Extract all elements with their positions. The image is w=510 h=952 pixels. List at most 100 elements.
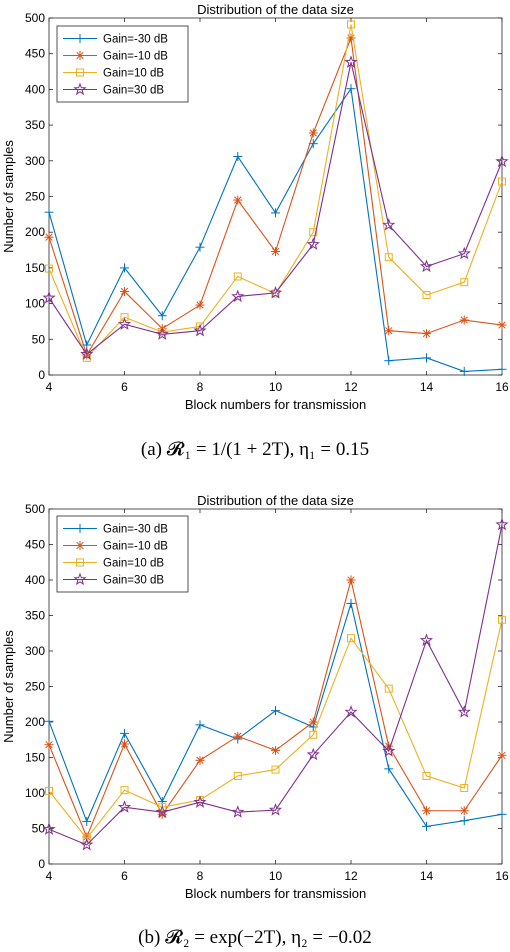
- data-point: [157, 311, 167, 321]
- series-1: [44, 84, 507, 376]
- legend: Gain=-30 dB Gain=-10 dB Gain=10 dB Gain=30 …: [56, 515, 189, 593]
- data-point: [459, 315, 469, 325]
- x-tick-label: 14: [420, 380, 434, 394]
- data-point: [384, 356, 394, 366]
- legend-entry: Gain=-10 dB: [103, 541, 168, 553]
- data-point: [457, 705, 471, 718]
- data-point: [422, 771, 431, 780]
- data-point: [155, 805, 169, 818]
- series-line: [48, 24, 503, 359]
- data-point: [195, 720, 205, 730]
- data-point: [347, 634, 355, 643]
- data-point: [495, 517, 509, 531]
- series-1: [44, 598, 507, 831]
- data-point: [82, 816, 92, 826]
- data-point: [457, 246, 471, 260]
- data-point: [120, 739, 129, 749]
- y-tick-label: 250: [25, 190, 45, 204]
- data-point: [384, 326, 394, 336]
- data-point: [308, 717, 318, 727]
- data-point: [459, 806, 469, 816]
- data-point: [231, 289, 245, 303]
- data-point: [42, 822, 56, 835]
- y-tick-label: 450: [25, 47, 45, 61]
- data-point: [117, 317, 132, 330]
- y-tick-label: 50: [32, 332, 46, 346]
- data-point: [306, 237, 320, 250]
- data-point: [120, 728, 129, 738]
- legend-marker: [73, 572, 87, 586]
- data-point: [309, 228, 318, 237]
- x-tick-label: 10: [269, 869, 283, 883]
- data-point: [382, 744, 396, 757]
- data-point: [344, 705, 358, 718]
- data-point: [233, 272, 242, 281]
- data-point: [384, 764, 394, 774]
- legend-marker: [75, 541, 85, 550]
- chart-title: Distribution of the data size: [197, 2, 354, 17]
- chart-a: Distribution of the data size 4 6 8 10 12 14 16…: [1, 2, 509, 412]
- data-point: [195, 242, 205, 252]
- x-tick-label: 4: [46, 380, 53, 394]
- data-point: [268, 803, 283, 816]
- data-point: [233, 195, 243, 205]
- y-tick-label: 500: [25, 11, 45, 25]
- x-tick-label: 4: [46, 869, 53, 883]
- data-point: [44, 716, 54, 726]
- series-line: [48, 619, 503, 840]
- data-point: [80, 837, 94, 851]
- legend-marker: [76, 68, 84, 77]
- data-point: [308, 128, 318, 138]
- data-point: [155, 327, 169, 340]
- y-axis-label: Number of samples: [1, 630, 16, 743]
- data-point: [120, 786, 129, 795]
- y-tick-label: 500: [25, 502, 45, 516]
- y-tick-label: 400: [25, 573, 45, 587]
- data-point: [346, 575, 356, 585]
- legend-entry: Gain=10 dB: [103, 68, 164, 80]
- legend-marker: [75, 51, 85, 60]
- data-point: [382, 218, 396, 231]
- x-tick-label: 10: [269, 380, 283, 394]
- legend-marker: [73, 82, 87, 96]
- y-tick-label: 200: [25, 225, 45, 239]
- data-point: [419, 633, 434, 646]
- data-point: [347, 20, 355, 29]
- data-point: [422, 353, 431, 363]
- data-point: [497, 320, 507, 330]
- y-tick-label: 350: [25, 118, 45, 132]
- data-point: [497, 750, 507, 760]
- data-point: [422, 291, 431, 300]
- x-tick-label: 16: [495, 380, 509, 394]
- series-line: [48, 62, 503, 356]
- data-point: [268, 285, 283, 299]
- y-tick-label: 350: [25, 609, 45, 623]
- y-tick-label: 150: [25, 261, 45, 275]
- y-tick-label: 50: [32, 822, 46, 836]
- data-point: [233, 771, 242, 780]
- y-tick-label: 300: [25, 644, 45, 658]
- data-point: [82, 834, 91, 843]
- chart-b: Distribution of the data size 4 6 8 10 12 14 16…: [1, 493, 509, 901]
- y-tick-label: 200: [25, 715, 45, 729]
- data-point: [271, 246, 280, 256]
- y-tick-label: 150: [25, 751, 45, 765]
- data-point: [346, 598, 356, 608]
- data-point: [157, 797, 167, 807]
- data-point: [45, 786, 53, 795]
- data-point: [231, 805, 245, 818]
- y-tick-label: 450: [25, 538, 45, 552]
- data-point: [495, 154, 509, 168]
- data-point: [460, 784, 469, 793]
- data-point: [497, 364, 507, 374]
- x-tick-label: 16: [495, 869, 509, 883]
- y-tick-label: 250: [25, 680, 45, 694]
- caption-a: (a) 𝓡₁ = 1/(1 + 2T), η₁ = 0.15: [140, 439, 370, 460]
- data-point: [44, 232, 54, 242]
- x-tick-label: 6: [121, 380, 128, 394]
- data-point: [384, 253, 393, 262]
- data-point: [459, 366, 469, 376]
- y-tick-label: 0: [38, 368, 45, 382]
- y-tick-label: 400: [25, 82, 45, 96]
- data-point: [344, 55, 358, 68]
